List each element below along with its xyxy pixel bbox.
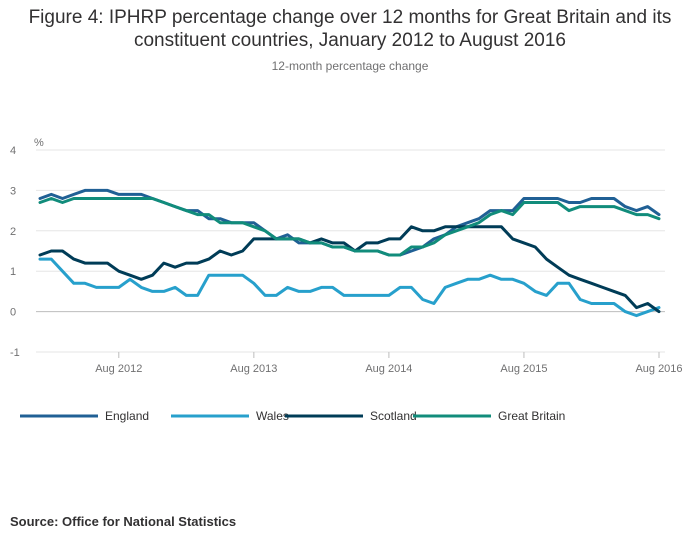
y-tick-label: 3 [10, 185, 16, 197]
legend-label-scotland: Scotland [370, 409, 417, 423]
line-chart: -1 0 1 2 3 4 Aug 2012 Aug 2013 Aug 2014 Aug 2015 A… [10, 137, 683, 423]
y-axis-label: % [34, 137, 44, 149]
legend-label-england: England [105, 409, 149, 423]
legend-label-wales: Wales [256, 409, 289, 423]
x-tick-label: Aug 2014 [365, 363, 412, 375]
axes: -1 0 1 2 3 4 Aug 2012 Aug 2013 Aug 2014 Aug 2015 A… [10, 145, 683, 375]
y-tick-label: 1 [10, 266, 16, 278]
grid-lines [36, 149, 665, 353]
x-tick-label: Aug 2015 [500, 363, 547, 375]
source-note: Source: Office for National Statistics [10, 514, 237, 529]
series-line-scotland [38, 225, 661, 314]
series-line-wales [38, 257, 661, 318]
series-line-great-britain [38, 197, 661, 257]
y-tick-label: 0 [10, 307, 16, 319]
x-tick-label: Aug 2013 [230, 363, 277, 375]
series-lines [38, 188, 661, 318]
x-tick-label: Aug 2016 [635, 363, 682, 375]
y-tick-label: 4 [10, 145, 16, 157]
chart-subtitle: 12-month percentage change [271, 59, 429, 73]
legend: England Wales Scotland Great Britain [20, 409, 565, 423]
x-tick-label: Aug 2012 [95, 363, 142, 375]
y-tick-label: 2 [10, 226, 16, 238]
legend-label-great-britain: Great Britain [498, 409, 565, 423]
y-tick-label: -1 [10, 347, 20, 359]
chart-title: Figure 4: IPHRP percentage change over 1… [28, 7, 672, 51]
